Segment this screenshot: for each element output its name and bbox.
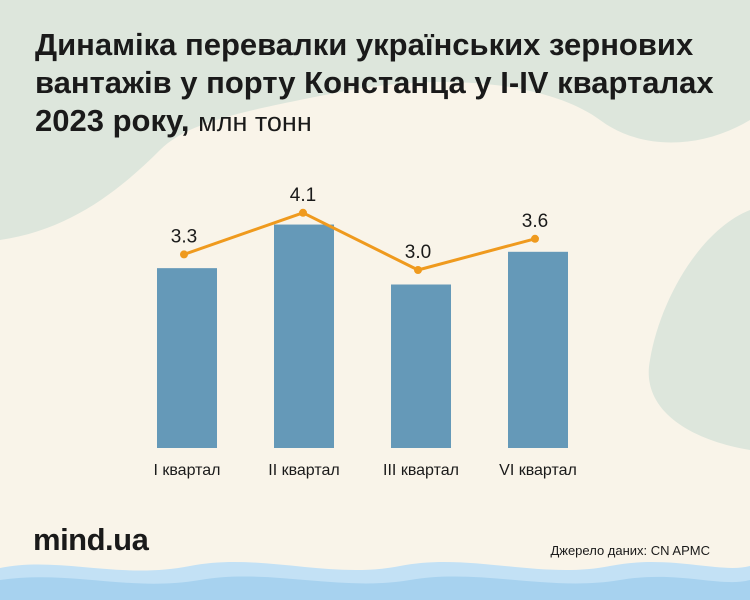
bars-group	[157, 224, 568, 448]
bar-3	[391, 284, 451, 448]
trend-point-1	[180, 250, 188, 259]
bar-2	[274, 224, 334, 448]
background-blob-top	[0, 0, 750, 240]
value-label-4: 3.6	[522, 211, 548, 232]
background-blob-right	[648, 210, 750, 450]
value-label-3: 3.0	[405, 242, 431, 263]
points-group	[180, 208, 539, 274]
value-label-2: 4.1	[290, 185, 316, 206]
category-labels-group: I квартал II квартал III квартал VI квартал	[153, 462, 576, 479]
trend-point-3	[414, 266, 422, 274]
category-label-4: VI квартал	[499, 462, 577, 479]
category-label-1: I квартал	[153, 462, 220, 479]
category-label-2: II квартал	[268, 462, 339, 479]
chart-title: Динаміка перевалки українських зернових …	[35, 26, 735, 141]
source-note: Джерело даних: CN APMC	[550, 543, 710, 558]
background-wave-front	[0, 576, 750, 600]
trend-point-2	[299, 208, 307, 217]
brand-logo[interactable]: mind.ua	[33, 522, 149, 557]
bar-4	[508, 251, 568, 448]
value-label-1: 3.3	[171, 226, 197, 247]
chart-title-text: Динаміка перевалки українських зернових …	[35, 27, 714, 138]
trend-point-4	[531, 234, 539, 243]
chart-unit: млн тонн	[198, 107, 312, 137]
value-labels-group: 3.3 4.1 3.0 3.6	[171, 185, 548, 263]
trend-line	[183, 211, 536, 272]
category-label-3: III квартал	[383, 462, 459, 479]
bar-1	[157, 268, 217, 448]
